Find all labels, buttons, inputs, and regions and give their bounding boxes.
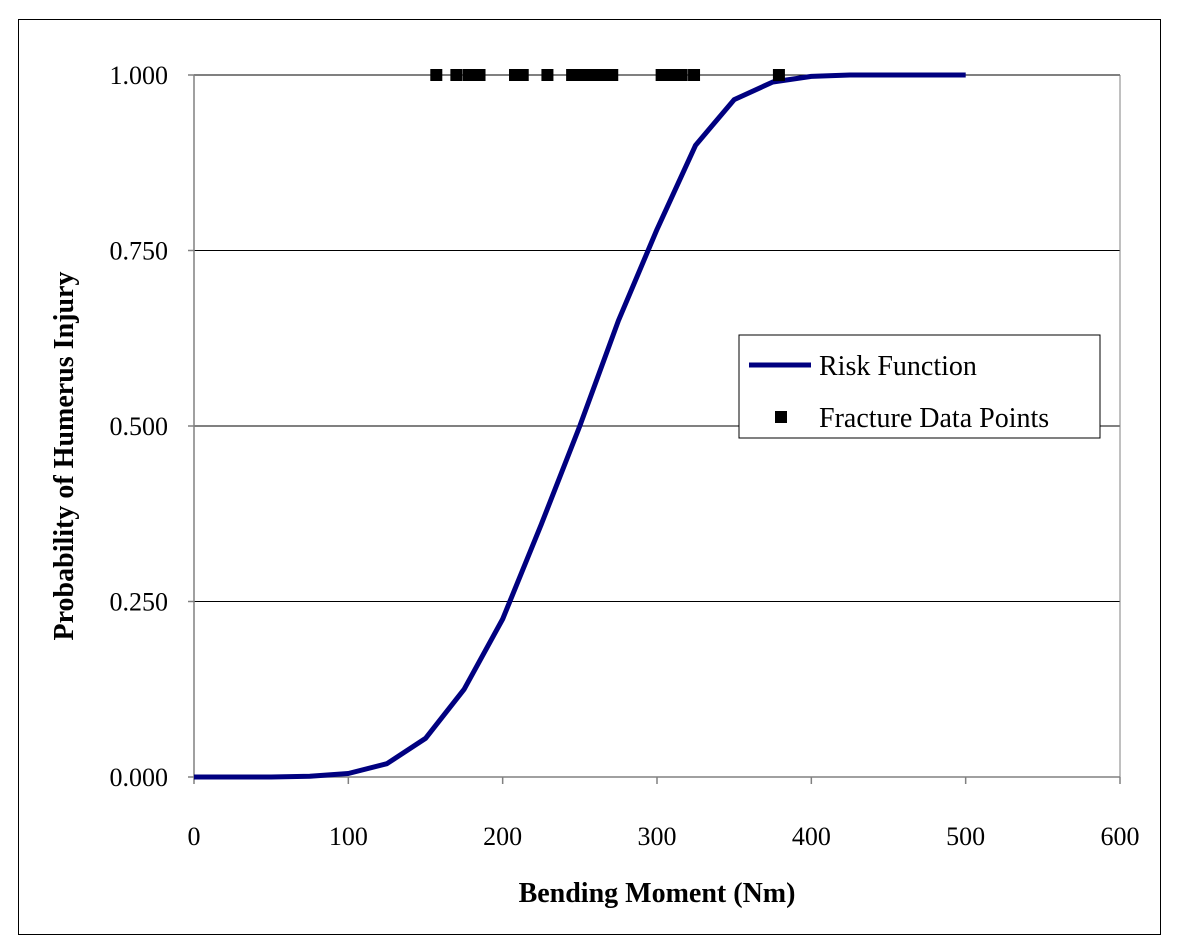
x-tick-label-6: 600 [1101, 822, 1140, 851]
data-point-fracture-8 [575, 69, 588, 81]
legend-label-risk-function: Risk Function [819, 351, 977, 382]
data-point-fracture-9 [586, 69, 599, 81]
y-tick-label-3: 0.750 [110, 237, 169, 266]
data-point-fracture-5 [516, 69, 529, 81]
data-point-fracture-10 [595, 69, 608, 81]
y-axis-title: Probability of Humerus Injury [49, 272, 80, 641]
series-line-risk-function [194, 72, 966, 780]
data-point-fracture-7 [566, 69, 579, 81]
data-point-fracture-2 [462, 69, 475, 81]
data-point-fracture-3 [473, 69, 486, 81]
x-tick-label-4: 400 [792, 822, 831, 851]
series [194, 69, 966, 780]
y-tick-label-1: 0.250 [110, 588, 169, 617]
y-tick-label-0: 0.000 [110, 763, 169, 792]
y-tick-labels: 0.000 0.250 0.500 0.750 1.000 [110, 61, 169, 792]
x-tick-label-1: 100 [329, 822, 368, 851]
data-point-fracture-14 [675, 69, 688, 81]
data-point-fracture-11 [606, 69, 619, 81]
y-tick-label-4: 1.000 [110, 61, 169, 90]
legend-label-fracture-data-points: Fracture Data Points [819, 403, 1049, 434]
x-axis-title: Bending Moment (Nm) [519, 878, 796, 909]
data-point-fracture-16 [772, 69, 785, 81]
data-point-fracture-0 [430, 69, 443, 81]
x-tick-label-3: 300 [638, 822, 677, 851]
x-tick-label-2: 200 [483, 822, 522, 851]
legend-box [738, 334, 1101, 439]
chart: 0.000 0.250 0.500 0.750 1.000 0 100 200 300 400 5… [49, 61, 1140, 909]
legend: Risk Function Fracture Data Points [738, 334, 1101, 439]
x-tick-label-0: 0 [188, 822, 201, 851]
data-point-fracture-15 [688, 69, 701, 81]
y-tick-label-2: 0.500 [110, 412, 169, 441]
legend-swatch-fracture-data-points [775, 411, 787, 423]
data-point-fracture-6 [541, 69, 554, 81]
data-point-fracture-13 [666, 69, 679, 81]
data-point-fracture-12 [655, 69, 668, 81]
x-tick-label-5: 500 [946, 822, 985, 851]
x-tick-labels: 0 100 200 300 400 500 600 [188, 822, 1140, 851]
axes [188, 74, 1121, 784]
data-point-fracture-4 [509, 69, 522, 81]
chart-frame: 0.000 0.250 0.500 0.750 1.000 0 100 200 300 400 5… [18, 19, 1161, 935]
data-point-fracture-1 [450, 69, 463, 81]
